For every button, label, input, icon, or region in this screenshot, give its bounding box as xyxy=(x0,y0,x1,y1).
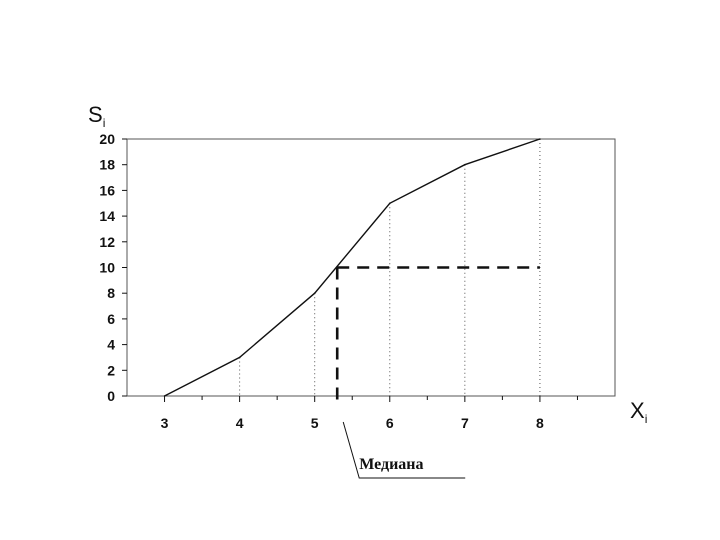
y-axis-title: Si xyxy=(88,102,105,130)
series-group xyxy=(163,138,541,397)
y-tick-label: 2 xyxy=(107,362,115,378)
data-point xyxy=(539,138,541,140)
y-tick-label: 10 xyxy=(99,260,115,276)
x-tick-label: 3 xyxy=(161,415,169,431)
y-tick-label: 14 xyxy=(99,208,115,224)
x-axis-ticks: 3 4 5 6 7 8 xyxy=(161,396,578,431)
data-point xyxy=(163,395,166,397)
data-point xyxy=(238,356,241,359)
median-group: Медиана xyxy=(335,266,540,479)
data-point xyxy=(464,163,466,166)
y-tick-label: 4 xyxy=(107,337,115,353)
y-tick-label: 12 xyxy=(99,234,115,250)
y-tick-label: 18 xyxy=(99,157,115,173)
series-line xyxy=(164,138,541,397)
y-tick-label: 20 xyxy=(99,131,115,147)
y-tick-label: 0 xyxy=(107,388,115,404)
y-tick-label: 8 xyxy=(107,285,115,301)
x-tick-label: 5 xyxy=(311,415,319,431)
data-point xyxy=(388,202,391,205)
x-tick-label: 7 xyxy=(461,415,469,431)
median-leader-line xyxy=(342,421,466,479)
data-point xyxy=(313,292,316,295)
x-tick-label: 6 xyxy=(386,415,394,431)
y-tick-label: 16 xyxy=(99,182,115,198)
x-tick-label: 8 xyxy=(536,415,544,431)
y-tick-label: 6 xyxy=(107,311,115,327)
y-axis-ticks: 0 2 4 6 8 10 12 14 16 18 20 xyxy=(99,131,127,404)
vertical-guides xyxy=(239,139,541,396)
plot-area-frame xyxy=(126,138,616,397)
x-tick-label: 4 xyxy=(236,415,244,431)
median-label: Медиана xyxy=(359,456,423,473)
x-axis-title: Xi xyxy=(630,398,647,426)
